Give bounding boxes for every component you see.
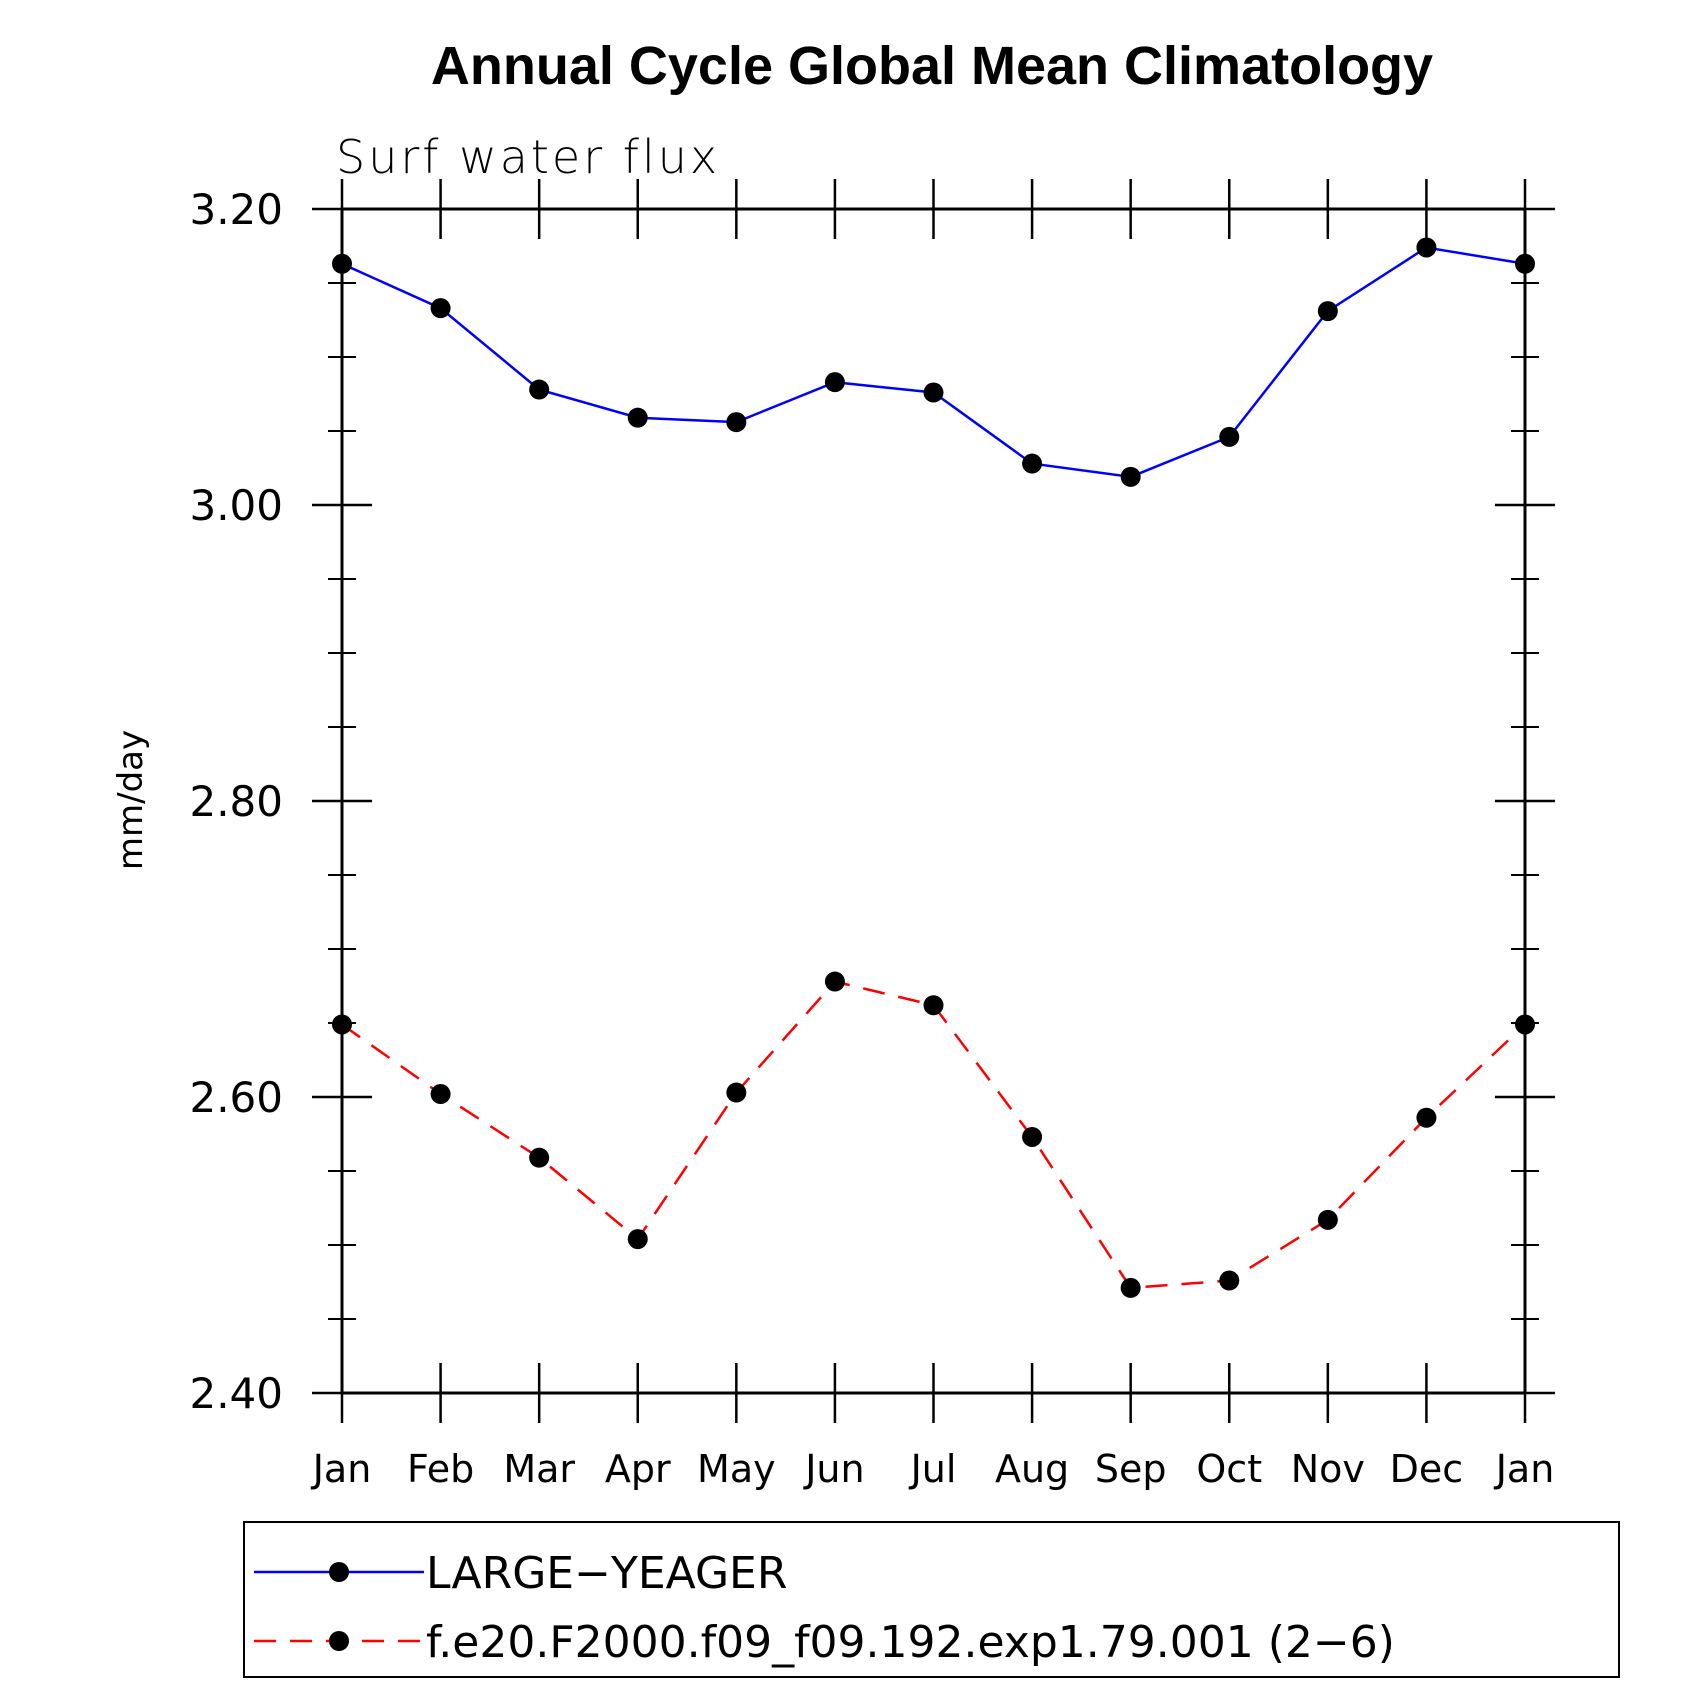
data-point (332, 253, 352, 274)
data-point (1022, 453, 1043, 474)
legend-entry-0: LARGE−YEAGER (254, 1548, 787, 1599)
legend-marker-1 (329, 1631, 349, 1651)
x-tick-label: Feb (407, 1447, 474, 1491)
data-point (1515, 1014, 1535, 1035)
data-point (1416, 237, 1437, 258)
y-tick-label: 3.00 (189, 481, 283, 530)
x-tick-label: Aug (995, 1447, 1069, 1491)
series-line-1 (341, 980, 1526, 1290)
data-point (1515, 253, 1535, 274)
data-point (1120, 1277, 1141, 1298)
data-point (1317, 301, 1338, 322)
data-point (1219, 426, 1240, 447)
data-point (332, 1014, 352, 1035)
x-tick-label: Nov (1291, 1447, 1365, 1491)
data-point (726, 1082, 747, 1103)
legend-entry-1: f.e20.F2000.f09_f09.192.exp1.79.001 (2−6… (254, 1617, 1395, 1668)
chart-title: Annual Cycle Global Mean Climatology (431, 36, 1433, 96)
data-point (529, 379, 550, 400)
x-tick-label: Apr (605, 1447, 671, 1491)
data-point (1317, 1209, 1338, 1230)
y-tick-label: 3.20 (189, 185, 283, 234)
legend-box (243, 1521, 1620, 1678)
legend-label-0: LARGE−YEAGER (426, 1548, 787, 1599)
x-tick-label: Jan (311, 1447, 372, 1491)
data-point (1416, 1107, 1437, 1128)
legend: LARGE−YEAGER f.e20.F2000.f09_f09.192.exp… (243, 1521, 1620, 1678)
x-tick-label: Jan (1494, 1447, 1555, 1491)
y-tick-label: 2.60 (189, 1073, 283, 1122)
x-tick-label: Oct (1196, 1447, 1262, 1491)
x-tick-label: Jun (803, 1447, 864, 1491)
data-point (1120, 466, 1141, 487)
y-tick-label: 2.40 (189, 1369, 283, 1418)
data-point (430, 1084, 451, 1105)
data-point (726, 412, 747, 433)
data-point (529, 1147, 550, 1168)
x-tick-label: Mar (503, 1447, 575, 1491)
data-point (824, 372, 845, 393)
series-1 (332, 971, 1535, 1298)
data-point (430, 298, 451, 319)
chart-subtitle: Surf water flux (336, 130, 720, 184)
x-tick-label: Dec (1390, 1447, 1464, 1491)
data-point (1219, 1270, 1240, 1291)
x-tick-labels: Jan Feb Mar Apr May Jun Jul Aug Sep Oct Nov Dec Jan (311, 1447, 1555, 1491)
data-point (824, 971, 845, 992)
data-point (627, 407, 648, 428)
y-tick-labels: 2.40 2.60 2.80 3.00 3.20 (189, 185, 283, 1418)
data-point (1022, 1126, 1043, 1147)
x-tick-label: May (697, 1447, 776, 1491)
data-point (923, 995, 944, 1016)
series-line-0 (341, 246, 1526, 479)
series-0 (332, 237, 1535, 487)
axes (312, 179, 1555, 1423)
x-tick-label: Jul (909, 1447, 957, 1491)
x-tick-label: Sep (1095, 1447, 1167, 1491)
legend-label-1: f.e20.F2000.f09_f09.192.exp1.79.001 (2−6… (426, 1617, 1395, 1668)
legend-marker-0 (329, 1562, 349, 1582)
data-point (923, 382, 944, 403)
y-axis-label: mm/day (111, 730, 151, 870)
data-point (627, 1229, 648, 1250)
y-tick-label: 2.80 (189, 777, 283, 826)
series-layer (332, 237, 1535, 1298)
